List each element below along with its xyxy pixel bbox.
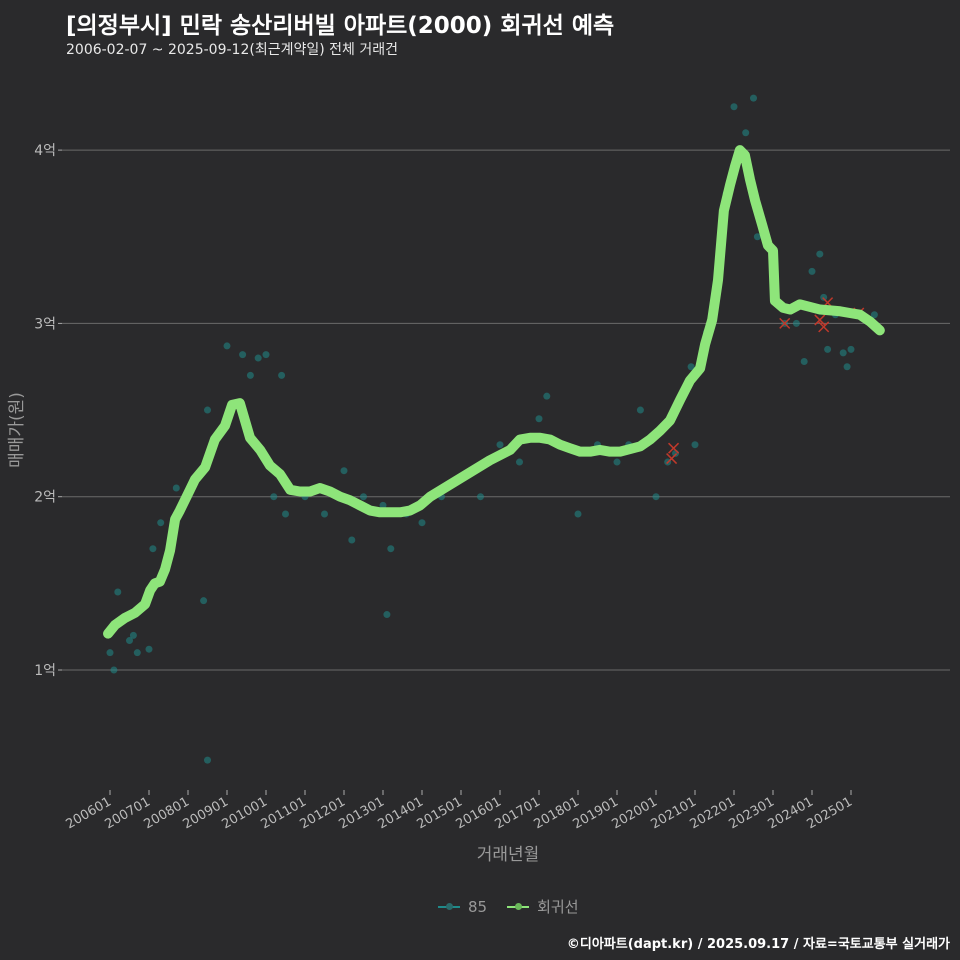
scatter-point [133,649,141,657]
legend-label-regression: 회귀선 [537,898,579,916]
scatter-point [254,354,262,362]
scatter-point [870,311,878,319]
scatter-point [839,349,847,357]
chart-title: [의정부시] 민락 송산리버빌 아파트(2000) 회귀선 예측 [66,13,615,39]
scatter-point [477,493,484,501]
cancelled-marker [668,442,680,454]
legend-label-85: 85 [468,897,488,916]
scatter-point [516,458,523,466]
scatter-point [200,597,208,605]
scatter-point [106,649,114,657]
scatter-point [750,94,757,102]
scatter-point [270,493,278,501]
scatter-point [687,363,695,371]
scatter-point [340,467,348,475]
scatter-point [574,510,582,518]
scatter-point [800,358,808,366]
cancelled-marker [814,314,826,326]
source-footer: ©디아파트(dapt.kr) / 2025.09.17 / 자료=국토교통부 실… [566,937,950,952]
cancelled-marker [666,453,678,465]
scatter-point [543,392,551,400]
y-tick-label: 2억 [34,490,56,506]
scatter-point [246,371,254,379]
scatter-point [282,510,289,518]
scatter-point [808,267,816,275]
scatter-point [204,756,211,764]
legend: 85 회귀선 [438,896,579,917]
scatter-point [145,645,153,653]
scatter-point [387,545,395,553]
regression-line [103,145,885,639]
scatter-point [535,415,543,423]
y-tick-label: 1억 [34,663,56,679]
y-tick-label: 4억 [34,143,56,159]
scatter-point [149,545,157,553]
scatter-point [753,233,761,241]
scatter-point [496,441,504,449]
scatter-point [239,351,247,359]
scatter-point [157,519,165,527]
cancelled-marker [779,317,791,329]
scatter-point [383,611,391,619]
scatter-point [792,319,800,327]
scatter-point [204,406,211,414]
scatter-point [110,666,118,674]
scatter-point [129,631,137,639]
chart-subtitle: 2006-02-07 ~ 2025-09-12(최근계약일) 전체 거래건 [66,42,398,58]
scatter-point [816,250,824,258]
scatter-point [278,371,286,379]
scatter-point [847,345,855,353]
scatter-point [126,637,133,645]
scatter-point [223,342,231,350]
scatter-point [742,129,750,137]
scatter-point [114,588,122,596]
y-tick-label: 3억 [34,316,56,332]
scatter-point [691,441,699,449]
scatter-point [613,458,621,466]
scatter-point [730,103,738,111]
scatter-point [652,493,660,501]
scatter-point [262,351,270,359]
y-axis-label: 매매가(원) [7,392,27,468]
scatter-point [379,501,387,509]
x-tick-label: 202501 [805,794,855,832]
scatter-point [820,293,828,301]
scatter-point [360,493,367,501]
scatter-point [172,484,180,492]
scatter-point [843,363,851,371]
scatter-point [348,536,356,544]
scatter-point [636,406,644,414]
scatter-point [321,510,328,518]
scatter-point [824,345,832,353]
cancelled-marker [818,321,830,333]
scatter-point [418,519,426,527]
x-axis-label: 거래년월 [477,845,540,865]
legend-swatch-85 [438,902,460,910]
legend-swatch-regression [507,902,530,910]
